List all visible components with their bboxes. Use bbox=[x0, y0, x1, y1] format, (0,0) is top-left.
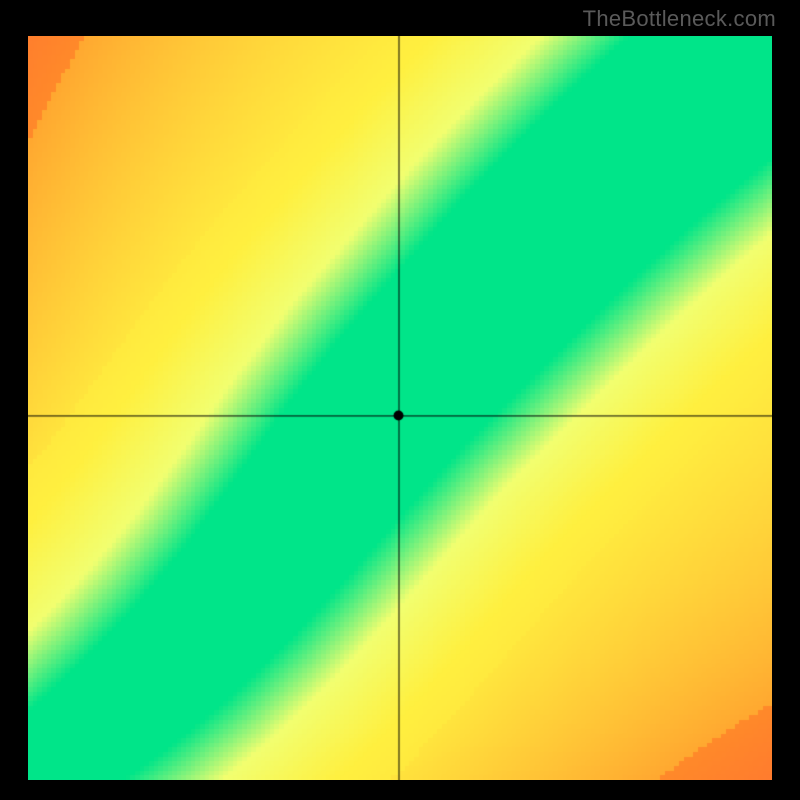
watermark-text: TheBottleneck.com bbox=[583, 6, 776, 32]
heatmap-plot bbox=[28, 36, 772, 780]
chart-frame: TheBottleneck.com bbox=[0, 0, 800, 800]
heatmap-canvas bbox=[28, 36, 772, 780]
